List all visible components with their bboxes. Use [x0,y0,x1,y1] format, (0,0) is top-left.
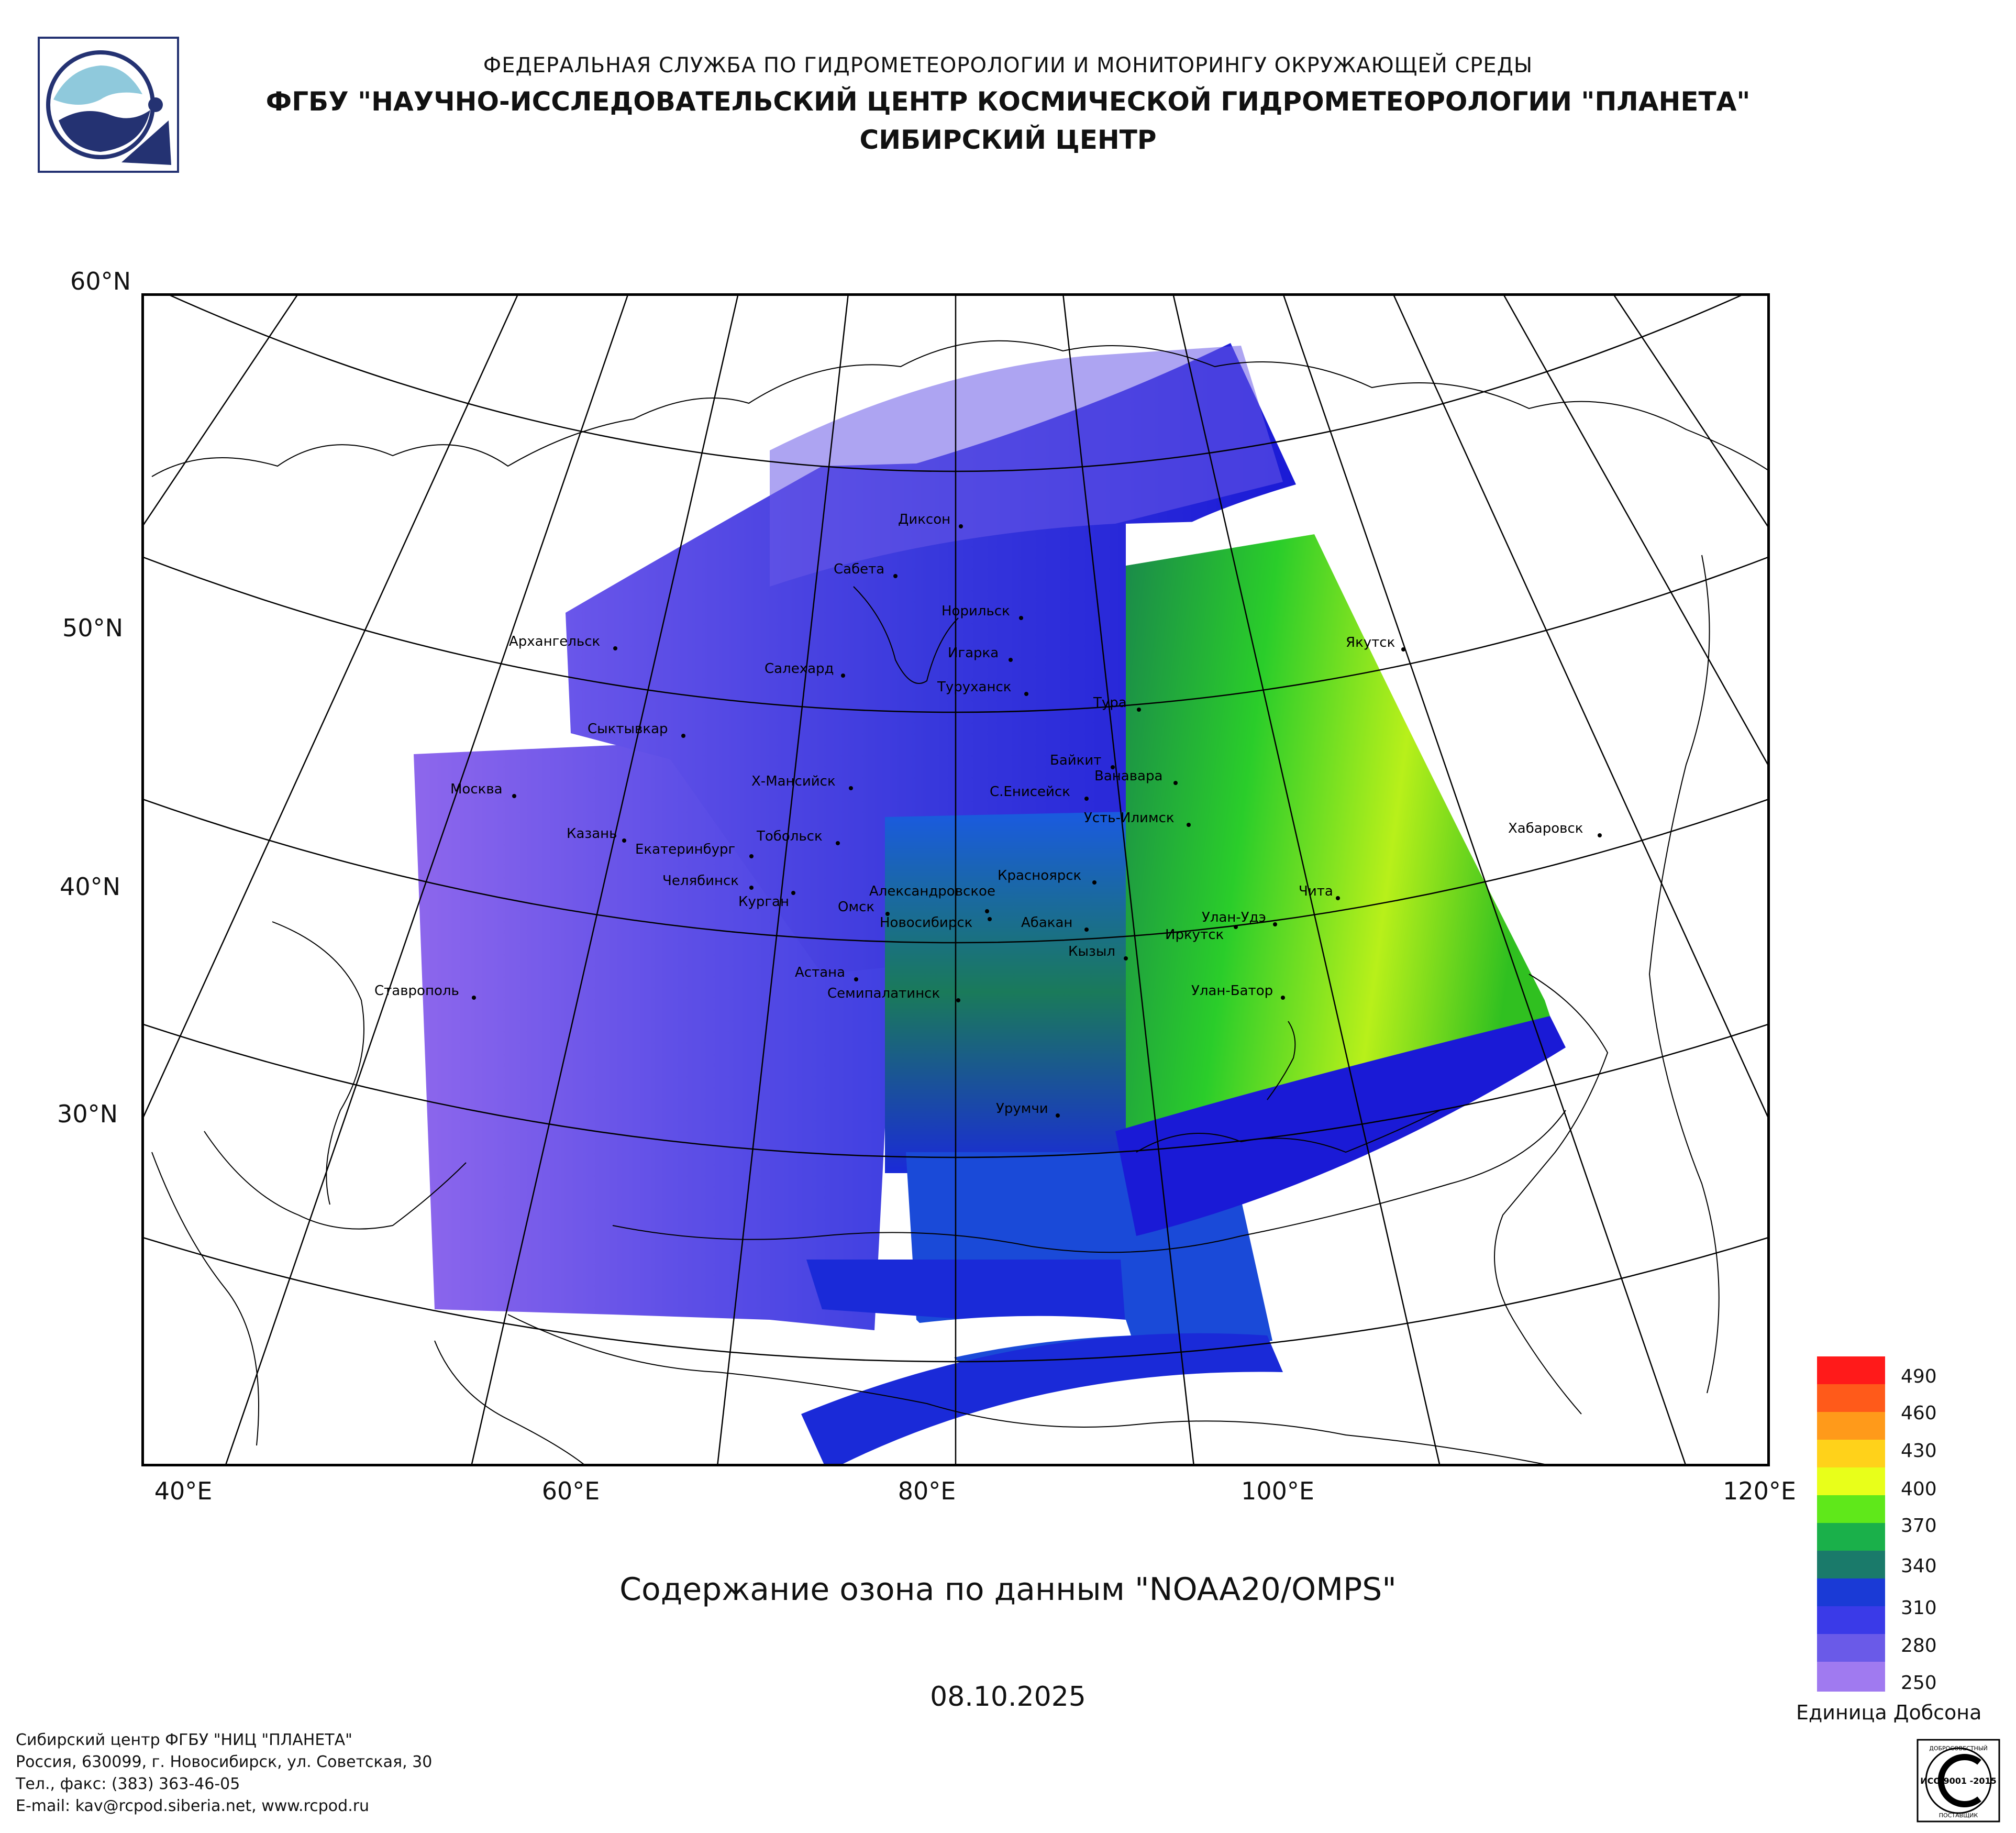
footer-address: Россия, 630099, г. Новосибирск, ул. Сове… [16,1753,433,1771]
city-label: Усть-Илимск [1084,810,1175,826]
city-label: Сыктывкар [588,721,668,737]
city-label: Омск [838,899,874,915]
city-label: Курган [738,894,789,910]
city-label: Семипалатинск [827,986,940,1001]
lat-label-40: 40°N [60,873,120,901]
iso-badge: ДОБРОСОВЕСТНЫЙ ИСО 9001 -2015 ПОСТАВЩИК [1917,1739,2000,1823]
city-label: Диксон [898,512,950,527]
city-label: Александровское [869,884,995,899]
lon-label-100: 100°E [1241,1477,1314,1505]
city-label: Казань [567,826,617,842]
city-label: Якутск [1346,635,1395,650]
iso-top: ДОБРОСОВЕСТНЫЙ [1929,1745,1988,1752]
city-label: Туруханск [937,679,1011,695]
city-label: Иркутск [1165,927,1224,943]
city-label: Тобольск [756,829,823,844]
footer-org: Сибирский центр ФГБУ "НИЦ "ПЛАНЕТА" [16,1731,352,1749]
city-label: Ванавара [1094,768,1162,784]
iso-mid: ИСО 9001 -2015 [1920,1776,1997,1786]
city-label: Абакан [1021,915,1072,931]
city-label: Новосибирск [880,915,972,931]
map-date: 08.10.2025 [930,1681,1086,1713]
lon-label-60: 60°E [541,1477,600,1505]
legend-label: 490 [1901,1366,1937,1387]
city-label: Екатеринбург [635,842,735,857]
city-markers: Диксон Сабета Норильск Игарка Архангельс… [374,512,1602,1118]
legend-label: 460 [1901,1403,1937,1424]
header-agency: ФЕДЕРАЛЬНАЯ СЛУЖБА ПО ГИДРОМЕТЕОРОЛОГИИ … [483,53,1533,78]
footer-phone: Тел., факс: (383) 363-46-05 [16,1775,240,1793]
lon-label-80: 80°E [898,1477,956,1505]
city-label: Астана [795,965,845,980]
legend-label: 400 [1901,1478,1937,1500]
city-label: Чита [1299,884,1333,899]
city-label: Архангельск [509,634,600,649]
city-label: Улан-Батор [1191,983,1273,999]
city-label: Салехард [765,661,834,677]
header-institute: ФГБУ "НАУЧНО-ИССЛЕДОВАТЕЛЬСКИЙ ЦЕНТР КОС… [265,86,1751,117]
lat-label-30: 30°N [57,1100,118,1128]
lat-label-50: 50°N [62,614,123,642]
city-label: Игарка [948,645,999,661]
city-label: Сабета [834,561,884,577]
city-label: Урумчи [996,1101,1048,1117]
legend-label: 430 [1901,1440,1937,1462]
city-label: Челябинск [662,873,739,889]
city-label: Байкит [1050,753,1101,768]
header-center: СИБИРСКИЙ ЦЕНТР [859,125,1157,155]
legend-label: 280 [1901,1635,1937,1657]
legend-label: 310 [1901,1597,1937,1619]
city-label: Х-Мансийск [751,774,836,789]
city-label: Москва [450,781,503,797]
city-label: Красноярск [998,868,1081,884]
legend-label: 250 [1901,1672,1937,1694]
footer-email: E-mail: kav@rcpod.siberia.net, www.rcpod… [16,1797,370,1815]
city-label: Ставрополь [374,983,459,999]
city-label: Тура [1093,695,1127,711]
color-scale [1817,1356,1885,1692]
legend-label: 340 [1901,1555,1937,1577]
map-title: Содержание озона по данным "NOAA20/OMPS" [619,1571,1397,1608]
city-label: С.Енисейск [990,784,1070,800]
lon-label-120: 120°E [1723,1477,1796,1505]
city-label: Улан-Удэ [1202,910,1266,925]
iso-bottom: ПОСТАВЩИК [1939,1812,1978,1819]
city-label: Норильск [941,603,1010,619]
lon-label-40: 40°E [154,1477,213,1505]
city-label: Кызыл [1068,944,1115,959]
legend-unit: Единица Добсона [1796,1701,1982,1724]
legend-label: 370 [1901,1515,1937,1537]
city-label: Хабаровск [1508,821,1583,836]
planeta-logo [38,37,179,173]
ozone-map: Диксон Сабета Норильск Игарка Архангельс… [141,293,1770,1467]
lat-label-60: 60°N [70,267,131,295]
